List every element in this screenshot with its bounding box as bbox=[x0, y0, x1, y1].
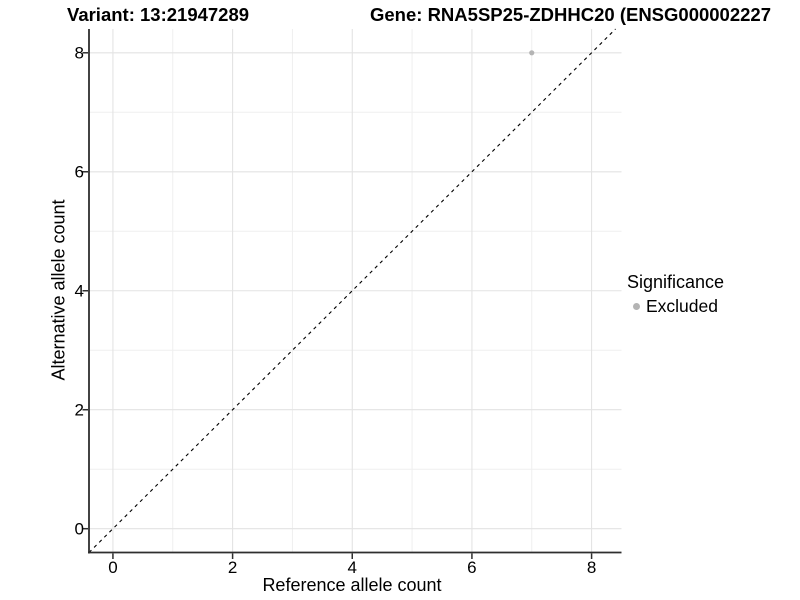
legend-title: Significance bbox=[627, 272, 725, 292]
x-tick-label: 0 bbox=[108, 558, 118, 577]
y-tick-label: 8 bbox=[74, 43, 84, 63]
x-tick-label: 4 bbox=[347, 558, 357, 577]
y-tick-label: 2 bbox=[74, 400, 84, 420]
y-tick-label: 6 bbox=[74, 162, 84, 182]
data-point bbox=[529, 50, 535, 56]
y-tick-label: 4 bbox=[74, 281, 84, 301]
x-tick-label: 2 bbox=[227, 558, 238, 577]
identity-reference-line bbox=[88, 28, 616, 553]
x-axis-label: Reference allele count bbox=[262, 575, 442, 595]
legend-item-excluded: Excluded bbox=[627, 296, 724, 317]
x-tick-label: 8 bbox=[586, 558, 597, 577]
plot-title-gene: Gene: RNA5SP25-ZDHHC20 (ENSG000002227 bbox=[370, 4, 772, 25]
legend-item-label: Excluded bbox=[646, 295, 718, 316]
legend-key-dot bbox=[633, 302, 640, 310]
plot-title-variant: Variant: 13:21947289 bbox=[67, 4, 250, 25]
legend: Significance Excluded bbox=[627, 272, 724, 317]
y-tick-label: 0 bbox=[74, 519, 84, 539]
y-axis-label: Alternative allele count bbox=[48, 199, 69, 381]
x-tick-label: 6 bbox=[467, 558, 477, 577]
